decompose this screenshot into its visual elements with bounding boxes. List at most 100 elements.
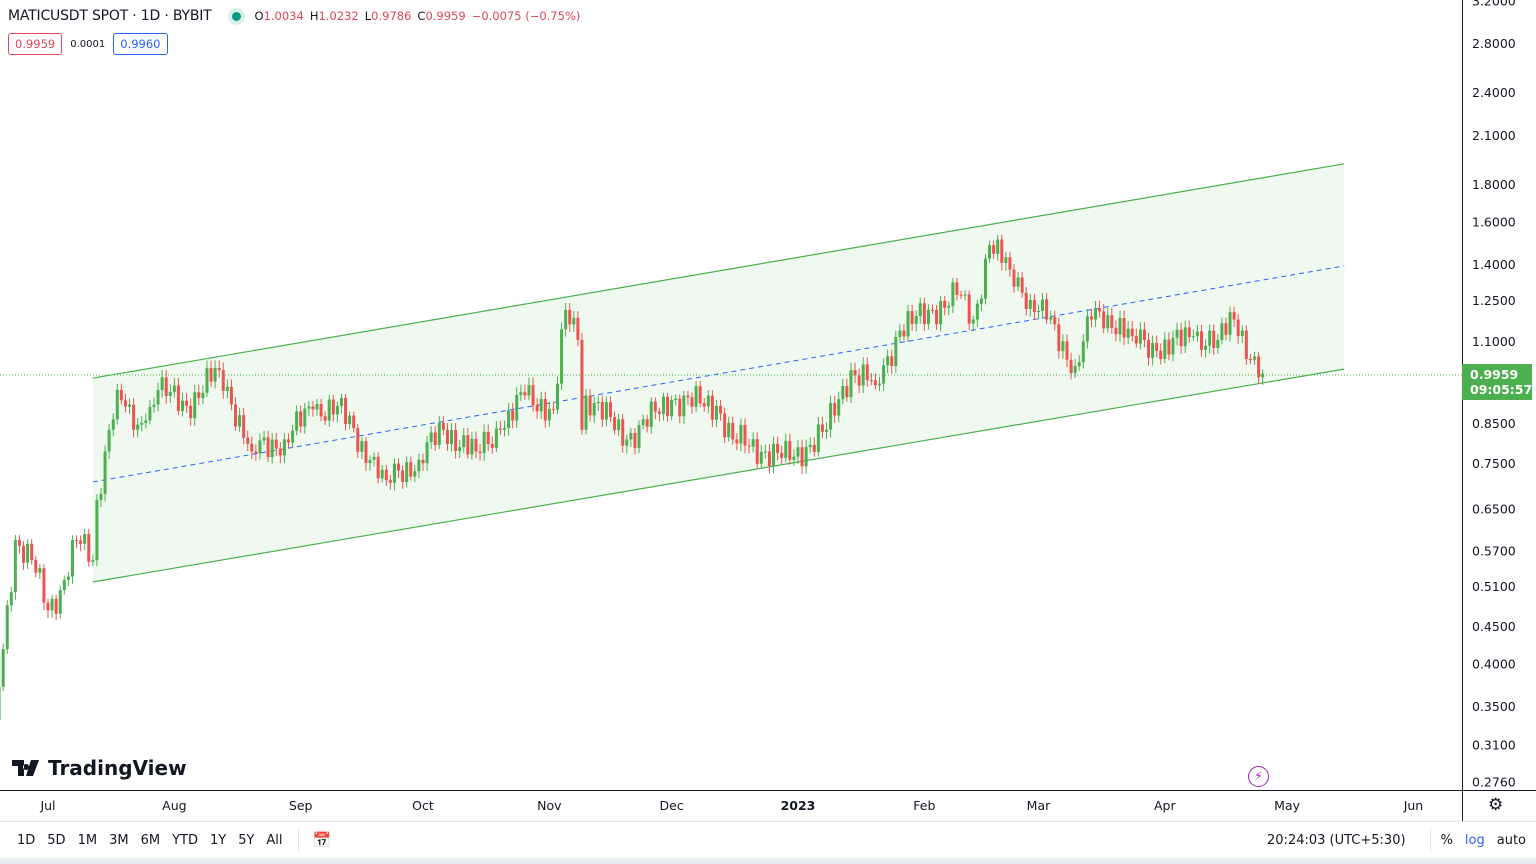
candle-body [959,294,963,296]
y-tick-label: 0.3100 [1472,738,1516,753]
divider [297,829,299,851]
candle-body [902,330,906,337]
y-tick-label: 0.3500 [1472,699,1516,714]
candle-body [344,398,348,425]
candle-body [1216,339,1220,348]
candle-body [1081,341,1085,363]
candle-body [617,419,621,431]
candle-body [776,443,780,453]
candle-body [812,444,816,452]
candle-body [429,432,433,443]
y-tick-label: 1.2500 [1472,293,1516,308]
candle-body [935,309,939,325]
candle-body [873,380,877,386]
candle-body [878,383,882,386]
timeframe-1m[interactable]: 1M [77,832,98,848]
candle-body [1248,359,1252,361]
channel-fill [92,163,1345,583]
calendar-icon[interactable]: 📅 [312,831,332,849]
timeframe-1d[interactable]: 1D [17,832,36,848]
candle-body [1036,310,1040,313]
divider [1429,829,1431,851]
x-tick-label: Feb [913,798,935,813]
candle-body [894,337,898,367]
timeframe-1y[interactable]: 1Y [209,832,227,848]
lightning-icon[interactable]: ⚡ [1248,766,1269,787]
timeframe-5d[interactable]: 5D [47,832,66,848]
sell-button[interactable]: 0.9959 [8,33,63,55]
candle-body [649,401,653,427]
candle-body [360,441,364,452]
candle-body [83,534,87,544]
candle-body [690,397,694,407]
candle-body [820,424,824,432]
candle-body [1122,318,1126,338]
y-tick-label: 0.5100 [1472,579,1516,594]
log-toggle[interactable]: log [1464,832,1485,848]
x-tick-label: Jul [39,798,55,813]
candle-body [148,406,152,421]
candle-body [515,394,519,421]
candle-body [759,451,763,464]
candle-body [1102,311,1106,329]
candle-body [482,431,486,454]
candle-body [376,456,380,479]
timeframe-5y[interactable]: 5Y [238,832,255,848]
candle-body [637,425,641,448]
candle-body [535,405,539,412]
auto-toggle[interactable]: auto [1496,832,1526,848]
candle-body [580,339,584,430]
x-tick-label: Jun [1403,798,1424,813]
candle-body [1151,342,1155,358]
candle-body [833,403,837,416]
candle-body [1004,257,1008,263]
symbol-title[interactable]: MATICUSDT SPOT · 1D · BYBIT [8,8,212,24]
candle-body [1065,341,1069,360]
candle-body [470,438,474,455]
candle-body [600,401,604,420]
candle-body [22,545,26,563]
candle-body [348,415,352,425]
candle-body [160,377,164,390]
candle-body [1159,350,1163,360]
candle-body [1175,329,1179,338]
candle-body [107,429,111,452]
candle-body [829,403,833,430]
candle-body [763,451,767,453]
buy-button[interactable]: 0.9960 [113,33,168,55]
candle-body [205,368,209,393]
timeframe-ytd[interactable]: YTD [172,832,198,848]
tradingview-logo-icon [12,760,39,776]
candle-body [1261,373,1265,378]
candle-body [792,456,796,460]
percent-toggle[interactable]: % [1440,832,1453,848]
timeframe-6m[interactable]: 6M [140,832,161,848]
candle-body [992,245,996,254]
candle-body [796,447,800,457]
gear-icon[interactable]: ⚙ [1488,795,1504,815]
candle-body [629,433,633,440]
candle-body [1252,356,1256,360]
candle-body [951,282,955,307]
candle-body [364,441,368,464]
candle-body [869,380,873,382]
x-tick-label: Apr [1154,798,1176,813]
price-chart[interactable]: 3.2000 2.8000 2.4000 2.1000 1.8000 1.6000 1.40… [0,0,1536,821]
candle-body [242,415,246,438]
candle-body [1228,312,1232,335]
timeframe-3m[interactable]: 3M [109,832,129,848]
candle-body [319,403,323,417]
channel-middle-line [92,265,1345,483]
candle-body [568,309,572,325]
candle-body [425,442,429,464]
x-tick-label: Dec [660,798,684,813]
candle-body [238,415,242,427]
timeframe-all[interactable]: All [266,832,283,848]
candle-body [437,422,441,445]
candle-body [963,294,967,296]
candle-body [401,470,405,483]
clock[interactable]: 20:24:03 (UTC+5:30) [1267,832,1406,848]
last-price-label: 0.9959 09:05:57 [1462,364,1532,400]
tradingview-logo[interactable]: TradingView [12,756,187,780]
candle-body [405,462,409,483]
